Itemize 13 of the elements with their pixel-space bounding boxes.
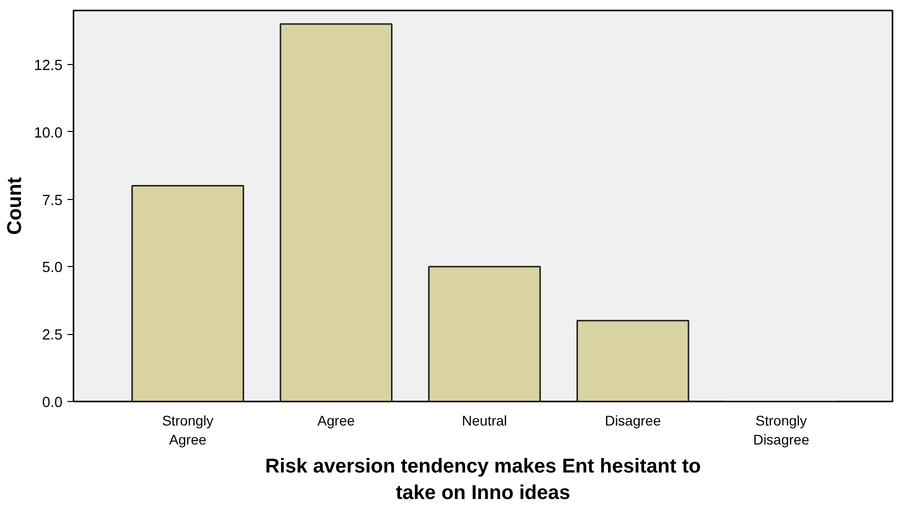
- y-tick-label: 10.0: [34, 125, 63, 142]
- y-tick-label: 7.5: [42, 192, 62, 209]
- x-tick-label: Strongly Disagree: [753, 412, 810, 448]
- x-tick-label: Strongly Agree: [162, 412, 214, 448]
- y-axis-title: Count: [4, 176, 26, 235]
- x-axis-title: Risk aversion tendency makes Ent hesitant to take on Inno ideas: [265, 456, 701, 504]
- x-tick-label: Agree: [317, 412, 356, 428]
- y-tick-label: 0.0: [42, 395, 62, 411]
- y-tick-label: 2.5: [42, 328, 62, 344]
- x-tick-label: Neutral: [462, 412, 508, 428]
- x-tick-label: Disagree: [604, 412, 662, 428]
- y-tick-label: 12.5: [34, 58, 63, 74]
- y-tick-label: 5.0: [42, 260, 62, 276]
